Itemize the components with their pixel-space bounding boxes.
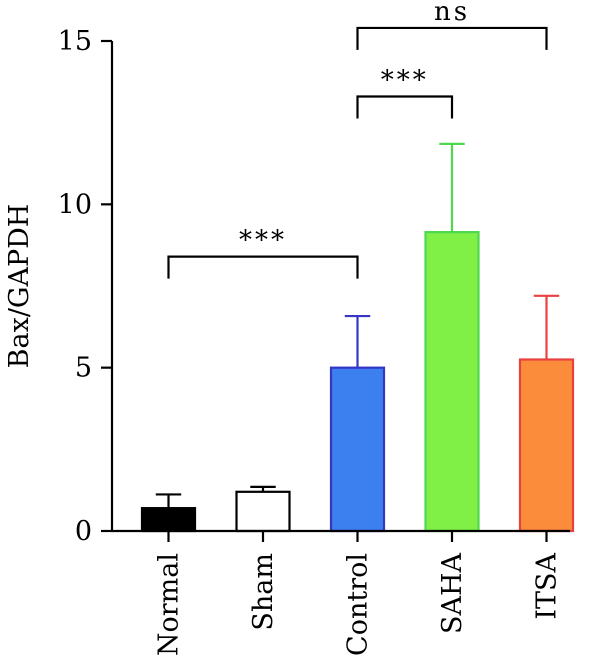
significance-bracket-3 xyxy=(356,26,548,50)
bar-normal xyxy=(140,507,197,533)
x-tick-label-normal: Normal xyxy=(154,553,185,656)
x-tick-label-control: Control xyxy=(343,553,374,656)
y-tick-label-15: 15 xyxy=(58,26,92,57)
axes: 0 5 10 15 Normal Sham Control SAHA ITSA xyxy=(58,26,570,656)
y-axis-title: Bax/GAPDH xyxy=(4,204,35,369)
significance-label-1: *** xyxy=(239,226,287,256)
significance-label-3: ns xyxy=(434,0,470,27)
significance-bracket-2 xyxy=(356,95,454,119)
bar-saha xyxy=(424,231,480,533)
significance-brackets: *** *** ns xyxy=(167,0,548,279)
bar-sham xyxy=(235,490,291,533)
x-tick-label-itsa: ITSA xyxy=(532,553,563,620)
error-bars-layer xyxy=(155,142,560,509)
x-tick-label-sham: Sham xyxy=(248,553,279,631)
x-tick-label-saha: SAHA xyxy=(437,553,468,635)
significance-bracket-1 xyxy=(167,255,359,279)
y-tick-label-5: 5 xyxy=(75,353,92,384)
bar-control xyxy=(329,366,386,533)
significance-label-2: *** xyxy=(381,66,429,96)
y-tick-label-0: 0 xyxy=(75,516,92,547)
y-tick-label-10: 10 xyxy=(58,189,92,220)
bar-itsa xyxy=(518,358,575,533)
